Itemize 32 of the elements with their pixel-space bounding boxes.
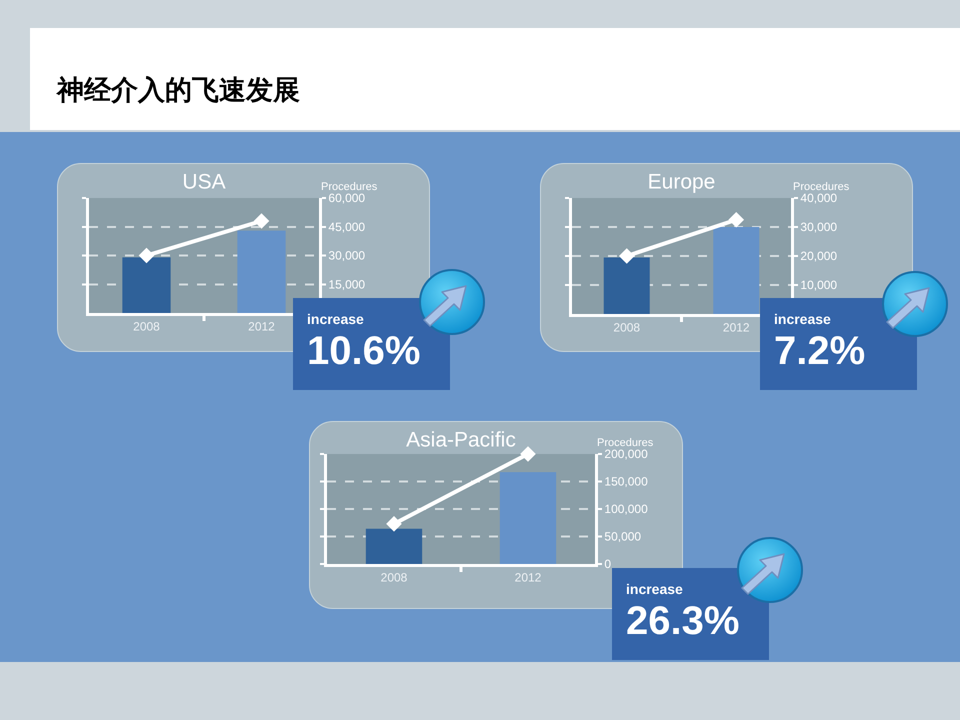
y-tick-label: 20,000 [800,249,838,264]
y-tick-label: 30,000 [328,248,366,263]
y-tick-label: 15,000 [328,277,366,292]
y-tick-label: 200,000 [604,447,648,462]
y-tick-label: 50,000 [604,530,642,544]
y-tick-label: 0 [604,557,612,572]
chart-title: Europe [648,170,716,194]
text: 26.3% [626,598,740,644]
y-tick-label: 100,000 [604,502,648,516]
chart-title: USA [182,170,226,194]
y-axis-title: Procedures [597,437,654,449]
chart-title: Asia-Pacific [406,428,516,452]
text: increase [626,580,684,598]
y-tick-label: 30,000 [800,220,838,234]
x-tick-label: 2008 [133,319,160,334]
y-tick-label: 45,000 [328,220,366,234]
y-tick-label: 40,000 [800,191,838,206]
y-axis-title: Procedures [793,181,850,193]
x-tick-label: 2012 [514,570,542,584]
y-tick-label: 150,000 [604,474,648,489]
x-tick-label: 2012 [248,319,276,334]
y-axis-title: Procedures [321,181,378,193]
text: 10.6% [307,328,422,374]
y-tick-label: 60,000 [328,191,366,206]
annotation: increase [307,310,365,328]
annotation: increase [774,310,832,328]
text: 神经介入的飞速发展 [57,74,300,106]
x-tick-label: 2008 [380,570,408,584]
text: 7.2% [774,328,866,374]
x-tick-label: 2008 [613,320,640,334]
x-tick-label: 2012 [722,320,750,334]
y-tick-label: 10,000 [800,278,838,292]
